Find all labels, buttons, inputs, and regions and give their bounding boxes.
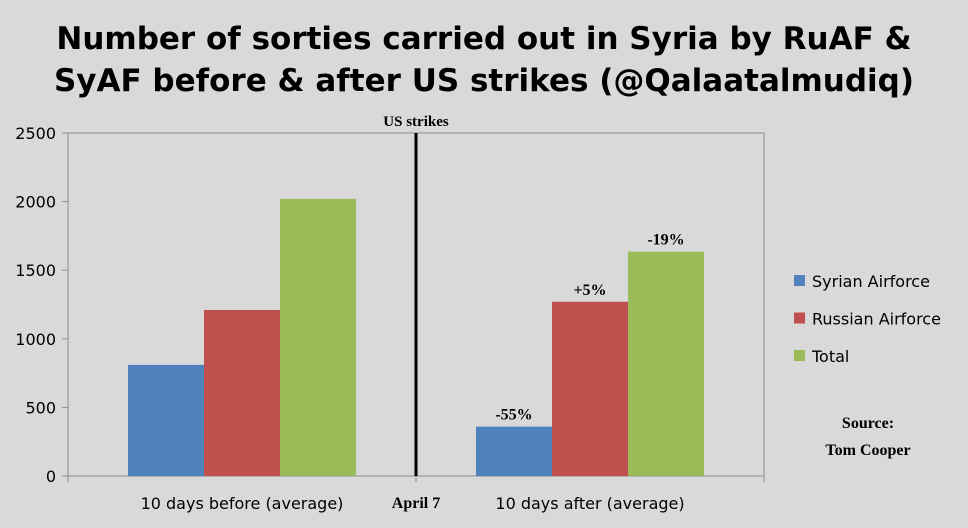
bar-syrian-airforce xyxy=(128,364,204,476)
y-tick-label: 1500 xyxy=(15,261,56,280)
legend-item-total: Total xyxy=(794,347,849,366)
data-label: -19% xyxy=(647,232,684,249)
x-category-label: 10 days after (average) xyxy=(495,494,684,513)
legend-item-syrian-airforce: Syrian Airforce xyxy=(794,272,930,291)
chart-title: Number of sorties carried out in Syria b… xyxy=(0,18,968,102)
legend: Syrian Airforce Russian Airforce Total Sour… xyxy=(794,272,941,459)
data-label: +5% xyxy=(573,282,606,299)
legend-label: Syrian Airforce xyxy=(812,272,930,291)
legend-swatch xyxy=(794,350,805,361)
chart-title-line-2: SyAF before & after US strikes (@Qalaata… xyxy=(53,63,915,99)
legend-swatch xyxy=(794,312,805,324)
data-labels: -55% +5% -19% xyxy=(495,232,684,424)
us-strikes-label: US strikes xyxy=(383,114,449,130)
annotations: US strikes April 7 xyxy=(383,114,449,512)
source-name: Tom Cooper xyxy=(825,442,910,459)
y-tick-label: 0 xyxy=(46,467,56,486)
legend-label: Russian Airforce xyxy=(812,310,941,329)
y-tick-label: 1000 xyxy=(15,330,56,349)
chart-title-line-1: Number of sorties carried out in Syria b… xyxy=(56,21,912,57)
legend-label: Total xyxy=(811,347,849,366)
y-tick-label: 500 xyxy=(25,398,56,417)
bar-russian-airforce xyxy=(204,309,280,476)
x-category-label: 10 days before (average) xyxy=(141,494,344,513)
april-7-label: April 7 xyxy=(392,495,440,512)
y-tick-label: 2000 xyxy=(15,193,56,212)
data-label: -55% xyxy=(495,407,532,424)
legend-swatch xyxy=(794,275,805,286)
y-tick-label: 2500 xyxy=(15,124,56,143)
bar-syrian-airforce xyxy=(476,426,552,476)
bars xyxy=(128,198,704,476)
bar-russian-airforce xyxy=(552,301,628,476)
axes: 0 500 1000 1500 2000 2500 10 days before (aver… xyxy=(15,124,765,513)
legend-item-russian-airforce: Russian Airforce xyxy=(794,310,941,329)
bar-total xyxy=(280,198,356,476)
source-label: Source: xyxy=(842,415,894,432)
bar-total xyxy=(628,251,704,476)
